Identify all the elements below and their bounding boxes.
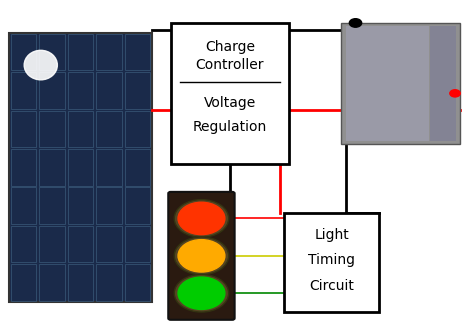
Bar: [171, 23, 289, 164]
Bar: [96, 264, 122, 301]
Bar: [125, 149, 150, 186]
Text: Light: Light: [314, 228, 349, 242]
Text: Voltage: Voltage: [204, 96, 256, 110]
Bar: [68, 226, 93, 262]
Circle shape: [450, 90, 460, 97]
Bar: [96, 226, 122, 262]
Bar: [11, 72, 36, 109]
Circle shape: [174, 275, 228, 312]
Bar: [341, 23, 460, 144]
Bar: [96, 34, 122, 70]
Bar: [68, 111, 93, 147]
Circle shape: [349, 19, 362, 27]
Circle shape: [178, 277, 225, 309]
Circle shape: [178, 240, 225, 272]
Ellipse shape: [24, 50, 57, 80]
Bar: [39, 111, 65, 147]
Bar: [11, 149, 36, 186]
Text: Regulation: Regulation: [193, 120, 267, 134]
Bar: [125, 188, 150, 224]
Bar: [68, 72, 93, 109]
Bar: [11, 111, 36, 147]
Bar: [284, 213, 379, 312]
Text: Controller: Controller: [196, 58, 264, 72]
Bar: [11, 226, 36, 262]
Bar: [96, 72, 122, 109]
Bar: [125, 34, 150, 70]
Bar: [96, 111, 122, 147]
FancyBboxPatch shape: [168, 192, 235, 320]
Bar: [430, 26, 456, 141]
Bar: [346, 26, 429, 141]
Text: Circuit: Circuit: [310, 279, 354, 293]
Text: Charge: Charge: [205, 40, 255, 54]
Bar: [96, 188, 122, 224]
Bar: [125, 226, 150, 262]
Bar: [11, 34, 36, 70]
Bar: [68, 149, 93, 186]
Bar: [125, 111, 150, 147]
Text: Timing: Timing: [308, 254, 356, 267]
Bar: [9, 33, 152, 302]
Bar: [125, 264, 150, 301]
Bar: [68, 34, 93, 70]
Circle shape: [178, 202, 225, 235]
Bar: [125, 72, 150, 109]
Bar: [39, 264, 65, 301]
Circle shape: [174, 200, 228, 237]
Bar: [11, 188, 36, 224]
Bar: [68, 264, 93, 301]
Bar: [96, 149, 122, 186]
Bar: [39, 72, 65, 109]
Bar: [39, 226, 65, 262]
Bar: [11, 264, 36, 301]
Bar: [39, 188, 65, 224]
Bar: [39, 149, 65, 186]
Bar: [39, 34, 65, 70]
Bar: [68, 188, 93, 224]
Circle shape: [174, 237, 228, 275]
